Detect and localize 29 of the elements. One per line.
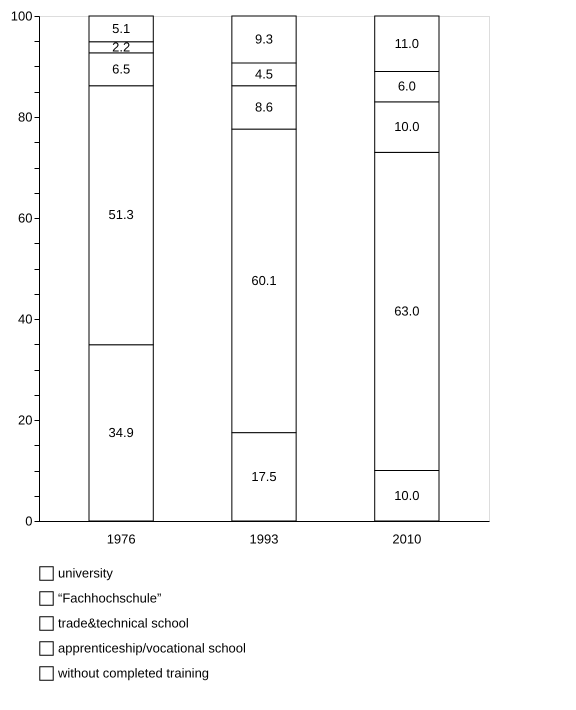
data-label: 8.6 [254,99,274,114]
data-label: 6.0 [398,78,416,94]
x-tick-label: 1976 [106,532,136,546]
legend-label: trade&technical school [58,616,189,630]
y-tick-label: 100 [10,8,32,24]
legend-label: “Fachhochschule” [58,590,162,606]
legend-label: university [58,566,114,580]
data-label: 4.5 [254,66,274,82]
data-label: 9.3 [254,31,274,46]
data-label: 10.0 [394,119,420,134]
data-label: 10.0 [394,488,420,503]
data-label: 63.0 [394,303,420,318]
data-label: 17.5 [251,468,277,484]
data-label: 2.2 [112,39,130,54]
data-label: 51.3 [108,207,134,222]
data-label: 60.1 [251,272,277,288]
y-tick-label: 20 [18,412,32,428]
data-label: 5.1 [112,20,130,36]
legend-label: apprenticeship/vocational school [58,640,246,656]
y-tick-label: 40 [18,312,32,326]
y-tick-label: 80 [18,110,32,124]
x-tick-label: 1993 [250,532,278,546]
y-tick-label: 60 [18,210,32,226]
data-label: 34.9 [108,424,134,440]
data-label: 6.5 [112,61,130,76]
x-tick-label: 2010 [392,532,422,546]
y-tick-label: 0 [25,514,32,528]
data-label: 11.0 [394,36,420,51]
legend-label: without completed training [57,666,210,680]
